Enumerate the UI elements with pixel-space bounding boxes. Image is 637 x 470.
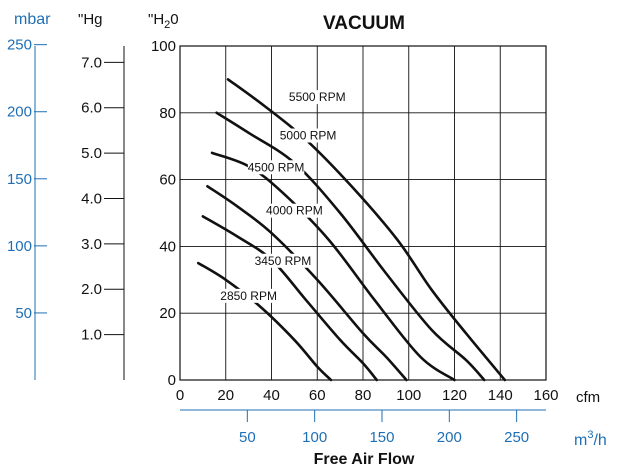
hg-axis-unit: "Hg (78, 11, 103, 28)
mbar-tick-label-3: 200 (7, 104, 32, 121)
curve-2850-rpm (197, 261, 333, 382)
x-tick-label-cfm-8: 160 (533, 387, 558, 404)
plot-grid (179, 45, 547, 381)
m3h-axis-unit: m3/h (574, 429, 607, 449)
mbar-tick-label-4: 250 (7, 37, 32, 54)
hg-tick-label-0: 1.0 (81, 327, 102, 344)
chart-title: VACUUM (323, 13, 405, 34)
hg-tick-label-4: 5.0 (81, 145, 102, 162)
cfm-axis-unit: cfm (576, 389, 600, 406)
curve-label-bg-3450-rpm (254, 253, 312, 268)
curve-label-5000-rpm: 5000 RPM (280, 129, 337, 143)
mbar-axis-unit: mbar (14, 11, 51, 28)
curve-4000-rpm (206, 184, 408, 382)
m3h-tick-label-2: 150 (369, 429, 394, 446)
y-tick-label-h2o-2: 40 (159, 238, 176, 255)
curve-5000-rpm (215, 111, 486, 382)
mbar-tick-label-1: 100 (7, 238, 32, 255)
y-tick-label-h2o-3: 60 (159, 172, 176, 189)
rpm-curves (197, 78, 507, 382)
h2o-unit-subscript: 2 (164, 19, 170, 31)
x-tick-label-cfm-4: 80 (355, 387, 372, 404)
y-tick-label-h2o-1: 20 (159, 305, 176, 322)
x-tick-label-cfm-0: 0 (176, 387, 184, 404)
x-tick-label-cfm-1: 20 (217, 387, 234, 404)
x-tick-label-cfm-2: 40 (263, 387, 280, 404)
x-tick-label-cfm-6: 120 (442, 387, 467, 404)
m3h-tick-label-0: 50 (239, 429, 256, 446)
mbar-tick-label-0: 50 (15, 305, 32, 322)
curve-label-bg-5500-rpm (289, 90, 346, 105)
h2o-unit-suffix: 0 (170, 11, 178, 28)
y-tick-label-h2o-5: 100 (151, 38, 176, 55)
chart-axes: 0 20 40 60 80 100 120 140 160 0 20 40 60 80 100 1.0 2.0 3… (7, 37, 559, 446)
curve-5500-rpm (226, 78, 507, 382)
x-tick-label-cfm-5: 100 (396, 387, 421, 404)
curve-label-3450-rpm: 3450 RPM (255, 254, 312, 268)
m3h-tick-label-1: 100 (302, 429, 327, 446)
hg-tick-label-5: 6.0 (81, 100, 102, 117)
curve-label-2850-rpm: 2850 RPM (220, 289, 277, 303)
hg-tick-label-6: 7.0 (81, 54, 102, 71)
rpm-curve-labels: 5500 RPM 5000 RPM 4500 RPM 4000 RPM 3450 RPM… (220, 90, 346, 303)
mbar-tick-label-2: 150 (7, 171, 32, 188)
hg-tick-label-3: 4.0 (81, 190, 102, 207)
curve-label-4500-rpm: 4500 RPM (248, 160, 305, 174)
y-tick-label-h2o-0: 0 (168, 372, 176, 389)
curve-label-bg-5000-rpm (279, 128, 337, 143)
h2o-axis-unit: "H20 (148, 11, 179, 31)
h2o-unit-prefix: "H (148, 11, 164, 28)
curve-label-bg-2850-rpm (220, 288, 277, 303)
x-axis-label: Free Air Flow (314, 451, 415, 468)
curve-label-bg-4000-rpm (266, 203, 323, 218)
m3h-unit-base: m (574, 432, 587, 449)
y-tick-label-h2o-4: 80 (159, 105, 176, 122)
curve-label-4000-rpm: 4000 RPM (266, 204, 323, 218)
x-tick-label-cfm-3: 60 (309, 387, 326, 404)
curve-3450-rpm (201, 215, 379, 382)
curve-label-5500-rpm: 5500 RPM (289, 90, 346, 104)
m3h-unit-superscript: 3 (587, 429, 593, 441)
curve-label-bg-4500-rpm (247, 160, 305, 175)
m3h-tick-label-3: 200 (437, 429, 462, 446)
m3h-unit-suffix: /h (593, 432, 606, 449)
m3h-tick-label-4: 250 (504, 429, 529, 446)
x-tick-label-cfm-7: 140 (488, 387, 513, 404)
hg-tick-label-2: 3.0 (81, 236, 102, 253)
hg-tick-label-1: 2.0 (81, 281, 102, 298)
curve-4500-rpm (210, 151, 456, 382)
